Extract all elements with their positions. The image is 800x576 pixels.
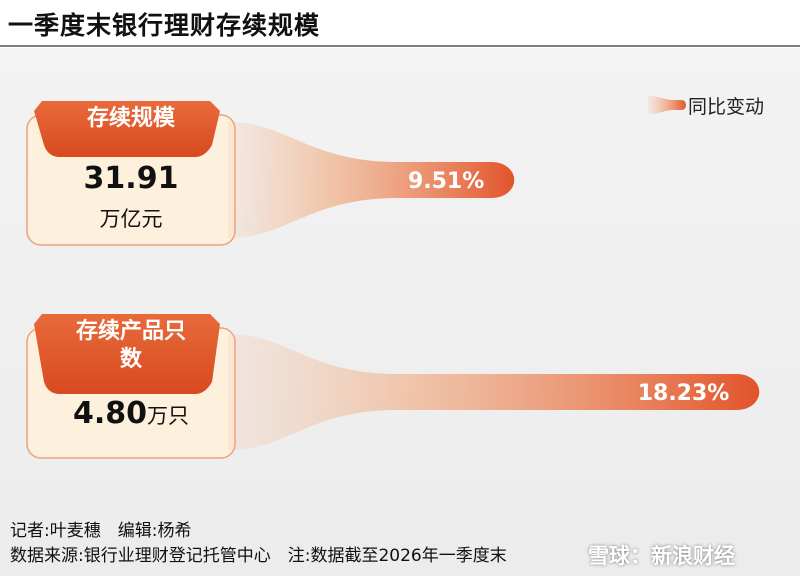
watermark: 雪球：新浪财经 (588, 544, 735, 568)
bar (228, 334, 760, 450)
legend-label: 同比变动 (688, 96, 765, 118)
bar (228, 122, 515, 238)
source-note: 数据来源:银行业理财登记托管中心 注:数据截至2026年一季度末 (10, 546, 507, 566)
category-label: 存续产品只数 (76, 319, 187, 372)
card-value: 4.80 (72, 396, 148, 431)
legend-swatch (648, 96, 686, 114)
byline: 记者:叶麦穗 编辑:杨希 (10, 521, 192, 541)
card-tab (34, 101, 220, 157)
category-label: 存续规模 (86, 106, 175, 131)
card-tab (34, 314, 220, 394)
card-value-group: 4.80万只 (27, 396, 235, 431)
chart-title: 一季度末银行理财存续规模 (8, 11, 321, 40)
card-value: 31.91 (83, 161, 179, 196)
value-label: 18.23% (638, 381, 730, 406)
value-label: 9.51% (408, 169, 484, 194)
card-unit: 万只 (147, 404, 190, 428)
card-unit: 万亿元 (99, 207, 163, 231)
